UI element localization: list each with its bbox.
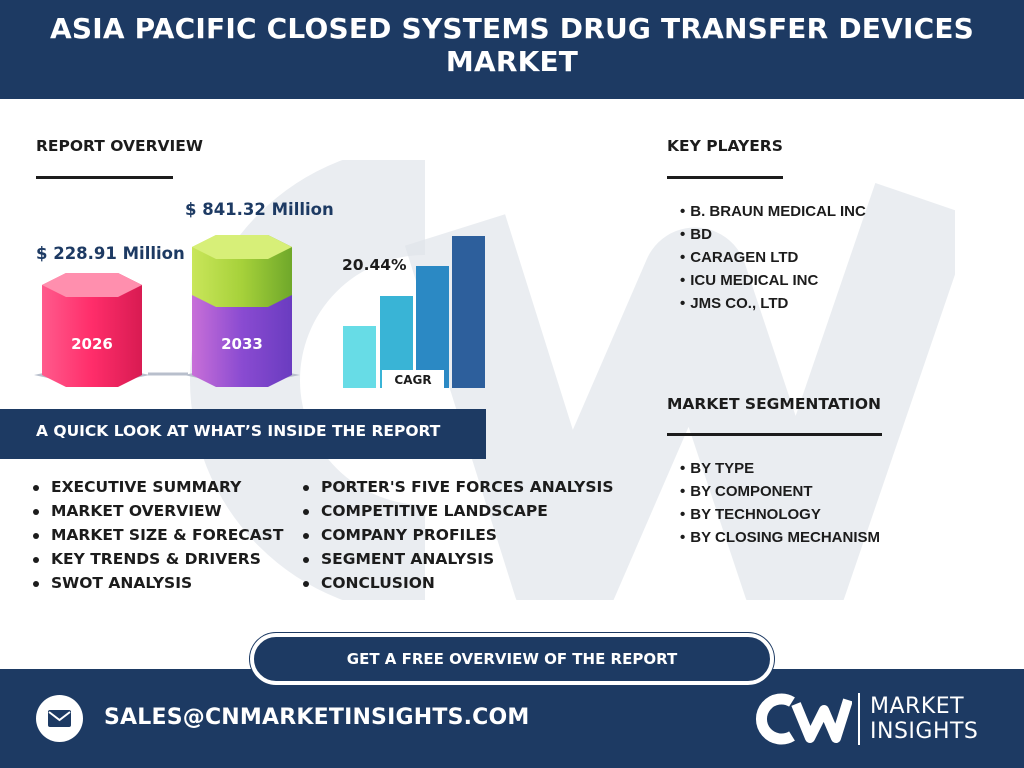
toc-left-list: EXECUTIVE SUMMARY MARKET OVERVIEW MARKET… [33,475,283,595]
key-players-title: KEY PLAYERS [667,137,783,155]
toc-right-list: PORTER'S FIVE FORCES ANALYSIS COMPETITIV… [303,475,613,595]
growth-prisms: 2026 2033 [34,235,300,387]
key-players-list: B. BRAUN MEDICAL INC BD CARAGEN LTD ICU … [680,200,866,315]
contact-email[interactable]: SALES@CNMARKETINSIGHTS.COM [104,705,530,730]
brand-divider [858,693,860,745]
toc-item: SEGMENT ANALYSIS [303,547,613,571]
cn-logo-icon [756,693,852,745]
prism-2026: 2026 [42,273,142,387]
segment-item: BY COMPONENT [680,480,880,503]
segmentation-rule [667,433,882,436]
page-title: ASIA PACIFIC CLOSED SYSTEMS DRUG TRANSFE… [49,12,975,78]
brand-line-1: MARKET [870,694,965,719]
key-player-item: ICU MEDICAL INC [680,269,866,292]
key-player-item: BD [680,223,866,246]
value-2033-label: $ 841.32 Million [185,200,334,219]
key-player-item: CARAGEN LTD [680,246,866,269]
toc-item: MARKET SIZE & FORECAST [33,523,283,547]
report-overview-title: REPORT OVERVIEW [36,137,203,155]
report-overview-rule [36,176,173,179]
key-player-item: B. BRAUN MEDICAL INC [680,200,866,223]
segment-item: BY CLOSING MECHANISM [680,526,880,549]
toc-item: MARKET OVERVIEW [33,499,283,523]
cagr-label-box [382,370,444,388]
prism-2033: 2033 [192,235,292,387]
toc-item: KEY TRENDS & DRIVERS [33,547,283,571]
free-overview-button[interactable]: GET A FREE OVERVIEW OF THE REPORT [250,633,774,685]
toc-item: CONCLUSION [303,571,613,595]
segment-item: BY TECHNOLOGY [680,503,880,526]
toc-item: PORTER'S FIVE FORCES ANALYSIS [303,475,613,499]
quick-look-banner: A QUICK LOOK AT WHAT’S INSIDE THE REPORT [0,409,486,459]
segment-item: BY TYPE [680,457,880,480]
segmentation-list: BY TYPE BY COMPONENT BY TECHNOLOGY BY CL… [680,457,880,549]
year-2026-label: 2026 [71,335,113,353]
cagr-bar-3 [416,266,449,388]
cagr-bars: CAGR [343,236,485,388]
cagr-label: CAGR [394,373,431,387]
toc-item: SWOT ANALYSIS [33,571,283,595]
toc-item: COMPANY PROFILES [303,523,613,547]
value-2026-label: $ 228.91 Million [36,244,185,263]
toc-item: COMPETITIVE LANDSCAPE [303,499,613,523]
key-players-rule [667,176,783,179]
footer-bar [0,669,1024,768]
cagr-bar-1 [343,326,376,388]
mail-icon [48,710,71,727]
toc-item: EXECUTIVE SUMMARY [33,475,283,499]
segmentation-title: MARKET SEGMENTATION [667,395,882,413]
year-2033-label: 2033 [221,335,263,353]
mail-button[interactable] [36,695,83,742]
cagr-value: 20.44% [342,256,407,274]
brand-name: MARKET INSIGHTS [870,694,978,744]
key-player-item: JMS CO., LTD [680,292,866,315]
cagr-bar-4 [452,236,485,388]
brand-line-2: INSIGHTS [870,719,979,744]
quick-look-title: A QUICK LOOK AT WHAT’S INSIDE THE REPORT [36,422,441,440]
free-overview-button-label: GET A FREE OVERVIEW OF THE REPORT [346,650,678,668]
header-banner: ASIA PACIFIC CLOSED SYSTEMS DRUG TRANSFE… [0,0,1024,99]
